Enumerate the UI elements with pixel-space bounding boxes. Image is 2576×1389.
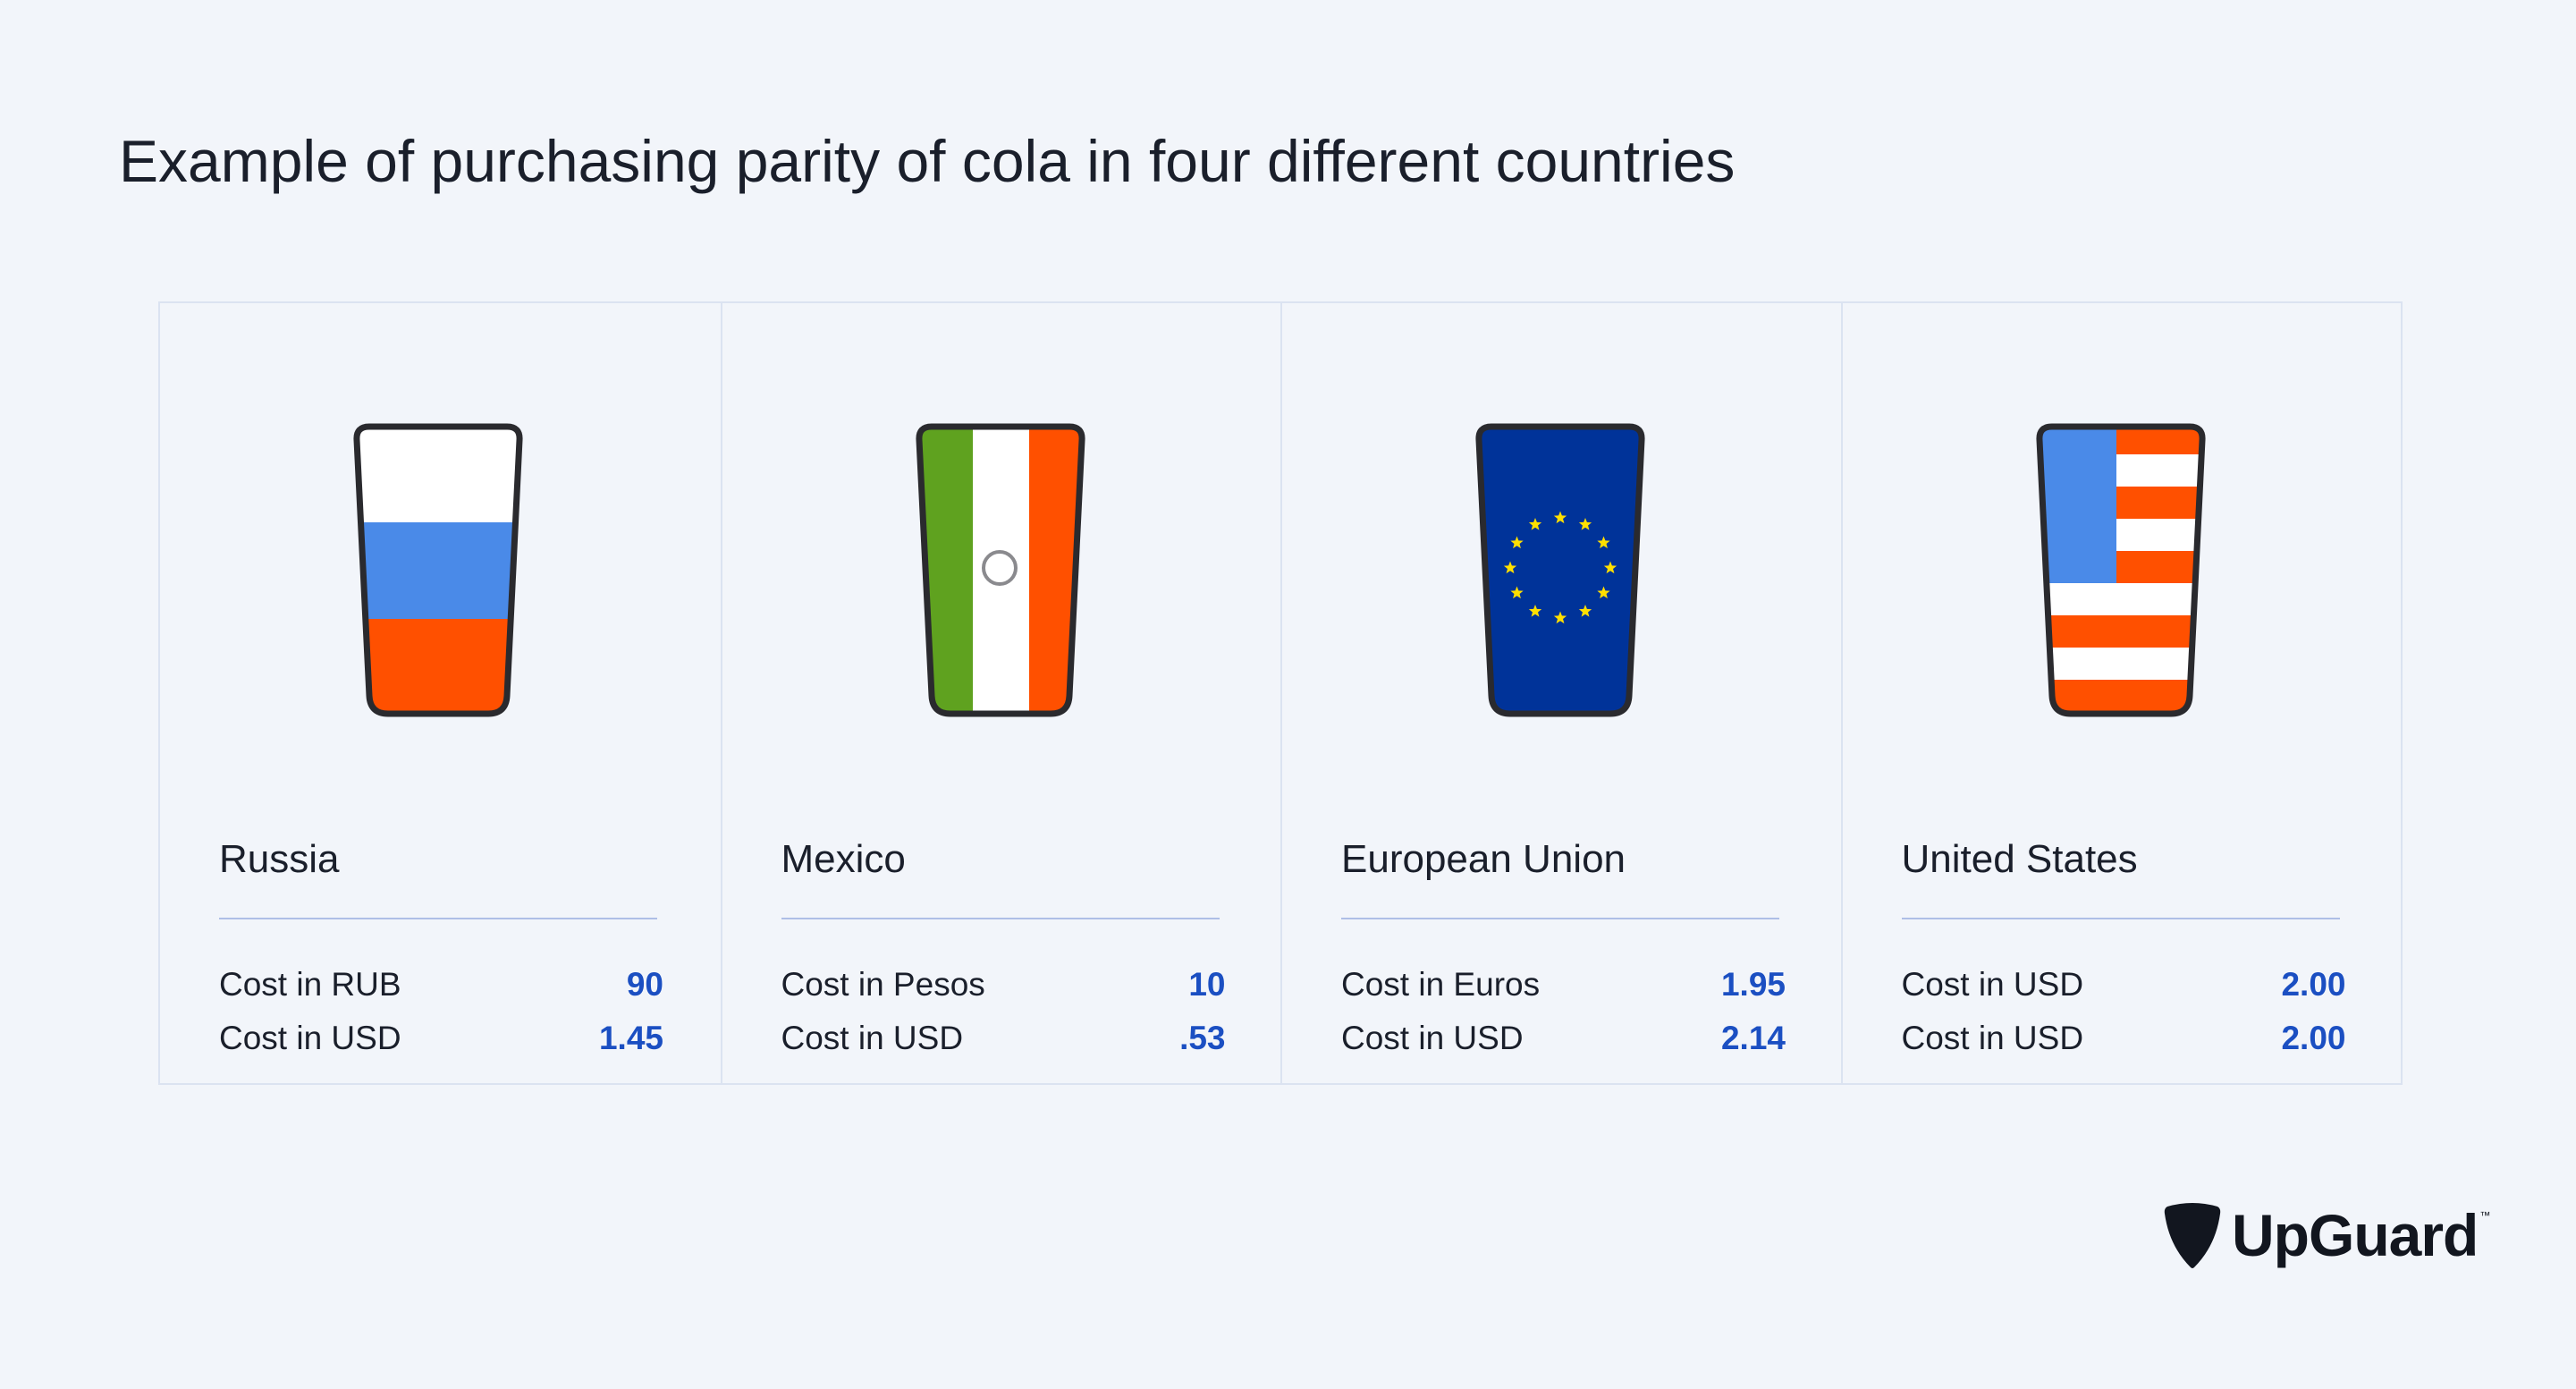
eu-star-icon: [1597, 586, 1610, 599]
cost-row: Cost in USD 2.14: [1341, 1018, 1786, 1059]
cost-label: Cost in USD: [781, 1020, 964, 1056]
cost-row: Cost in Euros 1.95: [1341, 964, 1786, 1005]
eu-star-icon: [1597, 536, 1610, 549]
cost-label: Cost in USD: [219, 1020, 401, 1056]
country-name: Mexico: [781, 837, 906, 881]
upguard-logo: UpGuard ™: [2162, 1197, 2490, 1274]
eu-star-icon: [1578, 605, 1592, 617]
country-name: European Union: [1341, 837, 1626, 881]
country-card-russia: Russia Cost in RUB 90 Cost in USD 1.45: [160, 303, 721, 1083]
upguard-shield-icon: [2164, 1203, 2221, 1268]
cost-value: 1.95: [1720, 966, 1786, 1003]
divider: [219, 918, 657, 919]
cost-row: Cost in USD 1.45: [219, 1018, 663, 1059]
comparison-panel: Russia Cost in RUB 90 Cost in USD 1.45: [158, 301, 2403, 1085]
eu-star-icon: [1510, 536, 1524, 549]
cost-row: Cost in Pesos 10: [781, 964, 1226, 1005]
eu-star-icon: [1528, 605, 1542, 617]
cost-label: Cost in Euros: [1341, 966, 1541, 1003]
cost-row: Cost in USD 2.00: [1902, 1018, 2346, 1059]
cost-value: 2.14: [1720, 1020, 1786, 1056]
eu-star-icon: [1578, 518, 1592, 530]
cost-value: 90: [626, 966, 663, 1003]
country-card-mexico: Mexico Cost in Pesos 10 Cost in USD .53: [720, 303, 1281, 1083]
page-title: Example of purchasing parity of cola in …: [119, 128, 1736, 194]
logo-trademark: ™: [2479, 1209, 2491, 1222]
mexico-flag-cup-icon: [914, 422, 1087, 718]
eu-star-icon: [1528, 518, 1542, 530]
cost-value: 2.00: [2281, 1020, 2346, 1056]
eu-star-icon: [1553, 611, 1567, 624]
russia-flag-cup-icon: [351, 422, 525, 718]
cost-value: 1.45: [598, 1020, 663, 1056]
eu-star-icon: [1503, 561, 1517, 574]
logo-text: UpGuard: [2232, 1202, 2479, 1268]
eu-star-icon: [1510, 586, 1524, 599]
divider: [1901, 918, 2340, 919]
cost-value: 10: [1188, 966, 1226, 1003]
cost-label: Cost in USD: [1901, 966, 2084, 1003]
us-flag-cup-icon: [2034, 422, 2208, 718]
divider: [781, 918, 1220, 919]
country-card-united-states: United States Cost in USD 2.00 Cost in U…: [1840, 303, 2402, 1083]
cost-label: Cost in USD: [1901, 1020, 2084, 1056]
eu-star-icon: [1553, 511, 1567, 524]
country-name: United States: [1901, 837, 2138, 881]
country-card-european-union: European Union Cost in Euros 1.95 Cost i…: [1280, 303, 1841, 1083]
country-name: Russia: [219, 837, 340, 881]
eu-flag-cup-icon: [1474, 422, 1647, 718]
cost-label: Cost in Pesos: [781, 966, 985, 1003]
cost-row: Cost in RUB 90: [219, 964, 663, 1005]
cost-row: Cost in USD 2.00: [1902, 964, 2346, 1005]
cost-value: 2.00: [2281, 966, 2346, 1003]
cost-label: Cost in USD: [1341, 1020, 1524, 1056]
cost-label: Cost in RUB: [219, 966, 401, 1003]
eu-star-icon: [1603, 561, 1617, 574]
cost-row: Cost in USD .53: [781, 1018, 1226, 1059]
divider: [1341, 918, 1779, 919]
cost-value: .53: [1179, 1020, 1226, 1056]
